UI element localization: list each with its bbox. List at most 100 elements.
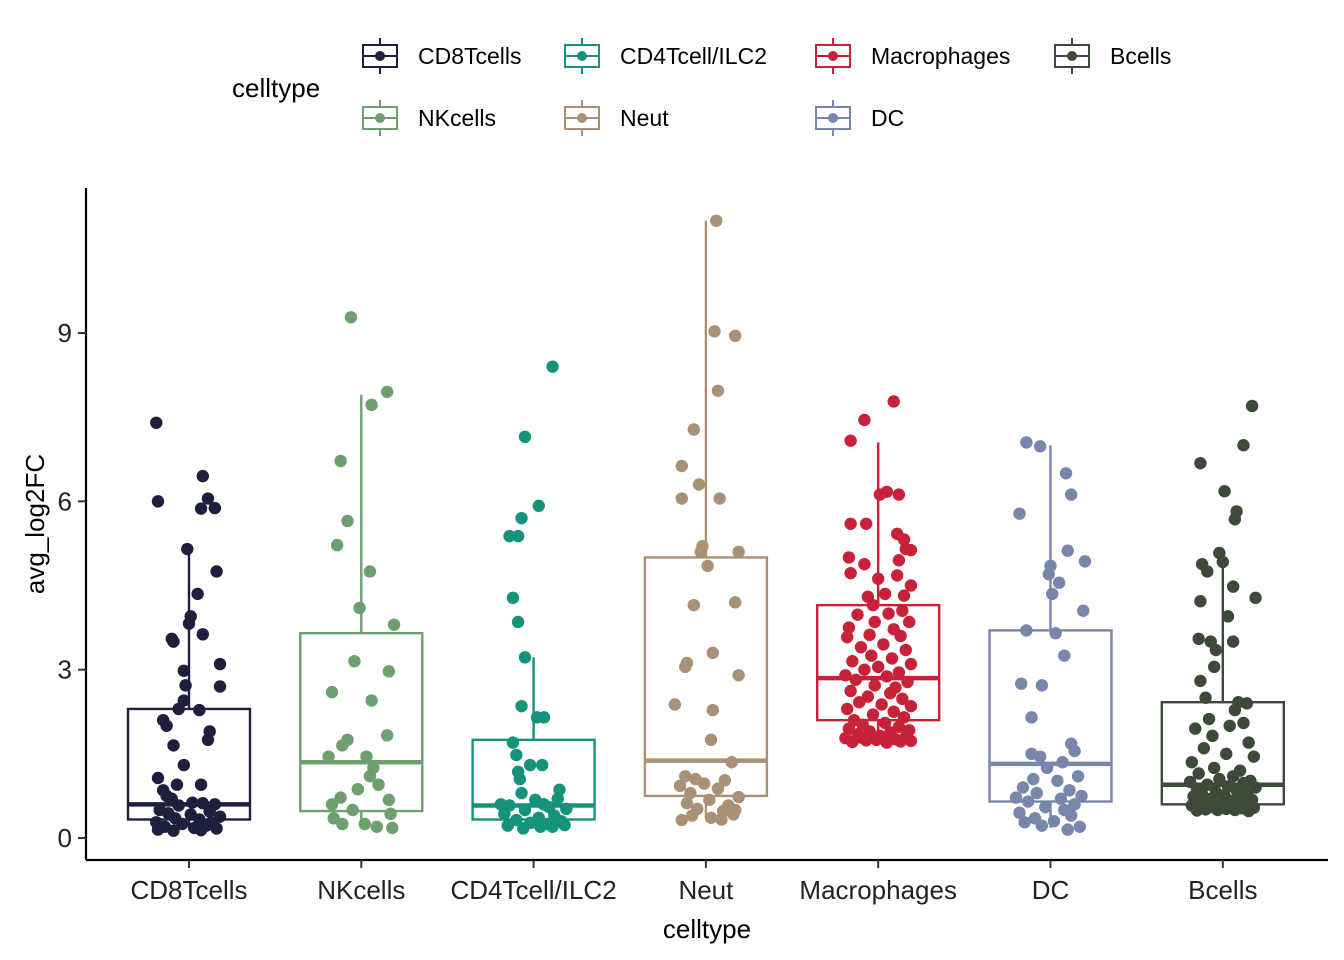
data-point [558, 818, 571, 832]
plot-area [126, 214, 1286, 837]
x-tick-label: CD4Tcell/ILC2 [451, 875, 617, 905]
data-point [885, 652, 899, 665]
data-point [1226, 635, 1240, 648]
legend-item-bcells: Bcells [1054, 38, 1171, 74]
data-point [325, 798, 339, 811]
data-point [897, 533, 911, 546]
data-point [1035, 819, 1049, 832]
data-point [1051, 774, 1064, 787]
data-point [890, 569, 904, 582]
legend-label: Neut [620, 105, 669, 131]
data-point [160, 719, 173, 732]
data-point [177, 664, 191, 677]
data-point [210, 822, 223, 835]
data-point [851, 608, 864, 621]
data-point [194, 502, 208, 515]
x-tick-label: CD8Tcells [130, 875, 247, 905]
axes: 0 3 6 9 CD8Tcells NKcells CD4Tcell/ILC2 Neut Ma… [20, 188, 1328, 944]
data-point [1192, 767, 1205, 780]
data-point [1015, 677, 1028, 690]
data-point [1075, 789, 1088, 803]
data-point [532, 499, 545, 513]
data-point [1247, 750, 1261, 763]
data-point [511, 615, 525, 629]
legend-label: CD8Tcells [418, 43, 522, 69]
data-point [515, 786, 528, 800]
data-point [382, 793, 396, 807]
data-point [840, 630, 854, 644]
data-point [1197, 742, 1211, 755]
data-point [213, 657, 227, 671]
data-point [708, 325, 721, 338]
data-point [1064, 809, 1078, 822]
data-point [372, 778, 385, 791]
data-point [1194, 674, 1207, 688]
data-point [692, 478, 706, 491]
data-point [1063, 784, 1076, 797]
legend-key-point [577, 113, 587, 123]
data-point [732, 545, 745, 559]
data-point [1218, 485, 1231, 498]
data-point [1237, 716, 1250, 730]
data-point [336, 739, 349, 752]
data-point [1207, 761, 1221, 775]
legend-key-point [828, 113, 838, 123]
box-cd8tcells [126, 551, 252, 830]
data-point [844, 684, 857, 698]
data-point [334, 454, 347, 468]
data-point [1033, 750, 1047, 763]
data-point [901, 675, 914, 689]
data-point [194, 778, 208, 791]
data-point [679, 660, 692, 674]
data-point [1228, 513, 1242, 526]
data-point [506, 736, 520, 749]
data-point [711, 782, 725, 795]
data-point [515, 511, 528, 525]
data-point [866, 708, 880, 721]
data-point [1021, 795, 1035, 808]
data-point [1071, 770, 1085, 783]
data-point [382, 665, 396, 678]
data-point [380, 729, 394, 742]
legend-key-point [1067, 51, 1077, 61]
legend-key-point [577, 51, 587, 61]
legend-item-nkcells: NKcells [362, 100, 496, 136]
data-point [191, 587, 204, 601]
data-point [1242, 736, 1255, 749]
data-point [193, 703, 206, 717]
data-point [887, 395, 900, 408]
y-tick-label: 3 [58, 655, 72, 685]
data-point [1223, 719, 1236, 732]
data-point [728, 596, 742, 609]
data-point [870, 733, 883, 747]
data-point [1047, 814, 1061, 828]
data-point [1185, 756, 1198, 769]
data-point [1056, 756, 1069, 769]
data-point [1211, 803, 1224, 817]
data-point [1221, 610, 1235, 623]
data-point [503, 529, 516, 543]
data-point [687, 598, 701, 612]
data-point [1228, 703, 1242, 717]
data-point [844, 517, 857, 530]
data-point [380, 385, 394, 399]
data-point [546, 820, 559, 833]
data-point [1042, 568, 1055, 581]
data-point [210, 565, 223, 578]
data-point [892, 488, 906, 501]
data-point [360, 750, 373, 763]
box-iqr [299, 631, 424, 813]
y-tick-label: 6 [58, 486, 72, 516]
data-point [872, 572, 885, 585]
data-point [167, 739, 180, 752]
data-point [1068, 798, 1081, 811]
data-point [899, 643, 912, 657]
data-point [177, 758, 191, 772]
data-point [687, 423, 701, 436]
data-point [854, 731, 868, 744]
data-point [170, 778, 184, 791]
data-point [1201, 778, 1214, 791]
data-point [365, 694, 378, 707]
data-point [858, 663, 871, 676]
data-point [517, 822, 530, 835]
